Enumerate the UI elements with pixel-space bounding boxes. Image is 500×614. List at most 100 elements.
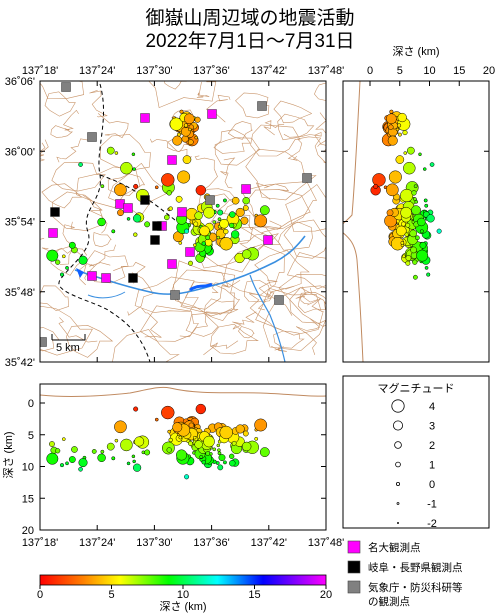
seismic-station-marker bbox=[257, 101, 267, 111]
epicenter-marker bbox=[219, 237, 233, 251]
bottom-depth-marker bbox=[231, 440, 237, 446]
river-network bbox=[74, 235, 306, 362]
bottom-depth-marker bbox=[218, 454, 226, 462]
epicenter-marker bbox=[193, 221, 199, 227]
magnitude-symbol bbox=[391, 399, 405, 413]
right-depth-marker bbox=[406, 146, 415, 155]
seismic-station-marker bbox=[48, 228, 58, 238]
bottom-depth-marker bbox=[114, 438, 119, 443]
right-depth-marker bbox=[418, 152, 422, 157]
bottom-depth-marker bbox=[154, 417, 159, 422]
station-legend-swatch bbox=[347, 560, 361, 574]
right-depth-marker bbox=[395, 127, 400, 132]
seismic-station-marker bbox=[87, 271, 97, 281]
depth-latitude-panel: 深さ (km) 0 5 10 15 20 bbox=[342, 45, 495, 363]
epicenter-marker bbox=[229, 222, 235, 229]
bottom-depth-marker bbox=[188, 422, 194, 428]
right-depth-marker bbox=[389, 109, 394, 114]
scale-bar-label: 5 km bbox=[56, 342, 80, 354]
right-depth-marker bbox=[422, 167, 427, 171]
right-depth-marker bbox=[415, 235, 420, 241]
magnitude-label: -2 bbox=[427, 518, 437, 530]
magnitude-symbol bbox=[396, 522, 399, 525]
bottom-lon-tick-label: 137˚18' bbox=[22, 537, 58, 549]
epicenter-marker bbox=[217, 217, 222, 222]
bottom-depth-marker bbox=[259, 447, 270, 458]
bottom-depth-marker bbox=[55, 448, 61, 454]
right-depth-marker bbox=[397, 132, 402, 137]
magnitude-legend: マグニチュード 4 3 2 1 0 -1 -2 bbox=[342, 375, 490, 530]
colorbar-label: 深さ (km) bbox=[159, 600, 206, 613]
epicenter-marker bbox=[169, 117, 183, 131]
map-lon-tick-label: 137˚30' bbox=[136, 65, 172, 77]
right-depth-marker bbox=[424, 203, 429, 208]
epicenter-marker bbox=[219, 218, 229, 229]
bottom-depth-marker bbox=[132, 459, 136, 464]
magnitude-label: 3 bbox=[429, 421, 435, 433]
bottom-depth-marker bbox=[229, 459, 236, 467]
bottom-depth-marker bbox=[126, 461, 131, 466]
right-depth-marker bbox=[372, 173, 386, 187]
bottom-depth-tick-label: 5 bbox=[28, 430, 34, 442]
bottom-depth-marker bbox=[68, 456, 76, 463]
bottom-depth-marker bbox=[223, 460, 227, 465]
right-depth-marker bbox=[402, 130, 408, 136]
right-depth-marker bbox=[405, 222, 411, 228]
epicenter-marker bbox=[166, 190, 172, 196]
epicenter-marker bbox=[177, 170, 191, 184]
epicenter-marker bbox=[120, 161, 133, 175]
right-depth-tick-label: 10 bbox=[423, 65, 435, 77]
magnitude-symbol bbox=[392, 420, 403, 431]
seismic-station-marker bbox=[40, 337, 47, 347]
seismic-station-marker bbox=[177, 207, 187, 217]
epicenter-marker bbox=[133, 183, 139, 189]
map-lat-tick-label: 35˚48' bbox=[5, 287, 35, 299]
bottom-depth-marker bbox=[65, 461, 69, 466]
right-depth-marker bbox=[426, 214, 435, 223]
map-longitude-ticks: 137˚18' 137˚24' 137˚30' 137˚36' 137˚42' 137˚4… bbox=[22, 65, 344, 362]
map-title-line1: 御嶽山周辺域の地震活動 bbox=[145, 8, 355, 29]
right-depth-marker bbox=[386, 209, 394, 217]
epicenter-marker bbox=[133, 232, 138, 237]
colorbar-tick-label: 0 bbox=[37, 589, 43, 601]
bottom-depth-marker bbox=[205, 451, 211, 456]
bottom-depth-marker bbox=[217, 451, 222, 456]
epicenter-marker bbox=[175, 195, 183, 203]
epicenter-marker bbox=[144, 221, 151, 228]
topography-profile-right bbox=[343, 81, 364, 362]
map-lat-tick-label: 35˚54' bbox=[5, 217, 35, 229]
seismic-station-marker bbox=[274, 295, 284, 305]
bottom-depth-tick-label: 20 bbox=[22, 525, 34, 537]
epicenter-marker bbox=[161, 173, 175, 187]
epicenter-marker bbox=[235, 207, 245, 217]
epicenter-marker bbox=[203, 206, 215, 219]
epicenter-marker bbox=[78, 255, 88, 265]
epicenter-marker bbox=[164, 214, 170, 221]
epicenter-marker bbox=[111, 229, 116, 234]
seismic-station-marker bbox=[115, 199, 125, 209]
epicenter-marker bbox=[114, 151, 119, 155]
epicenter-marker bbox=[46, 249, 59, 262]
seismic-station-marker bbox=[170, 290, 180, 300]
bottom-lon-tick-label: 137˚24' bbox=[79, 537, 115, 549]
epicenter-marker bbox=[223, 228, 229, 235]
right-depth-marker bbox=[388, 124, 394, 130]
epicenter-marker bbox=[61, 254, 66, 259]
right-depth-marker bbox=[403, 151, 408, 155]
right-depth-marker bbox=[411, 190, 417, 196]
right-depth-marker bbox=[426, 272, 431, 277]
epicenter-marker bbox=[154, 185, 159, 190]
epicenter-map-panel: 5 km 137˚18' 137˚24' 137˚30' 137˚36' 137˚42'… bbox=[5, 65, 344, 369]
bottom-depth-marker bbox=[49, 441, 55, 447]
bottom-depth-marker bbox=[61, 437, 66, 441]
bottom-depth-marker bbox=[100, 449, 105, 454]
right-depth-marker bbox=[413, 184, 418, 189]
right-depth-tick-label: 20 bbox=[483, 65, 495, 77]
epicenter-marker bbox=[201, 241, 206, 246]
seismic-station-marker bbox=[241, 184, 251, 194]
bottom-depth-tick-label: 15 bbox=[22, 493, 34, 505]
scale-bar: 5 km bbox=[51, 334, 86, 354]
epicenter-marker bbox=[78, 162, 83, 167]
right-depth-marker bbox=[373, 183, 379, 189]
